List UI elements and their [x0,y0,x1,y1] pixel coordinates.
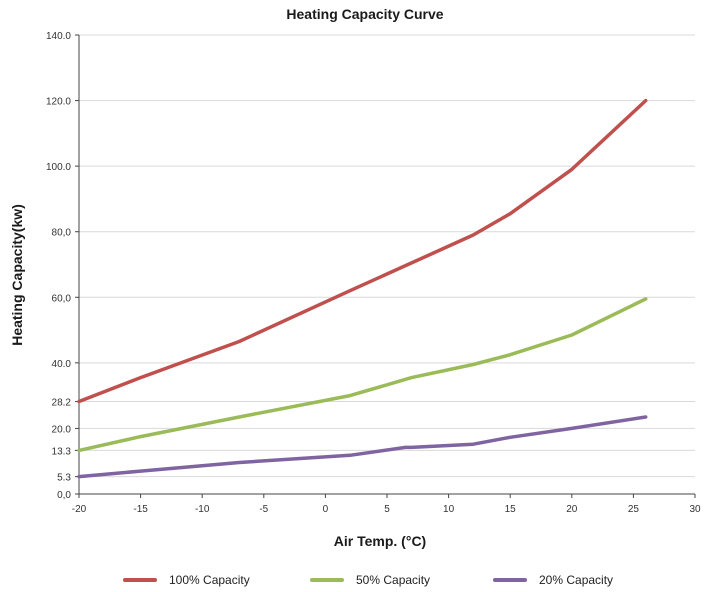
x-tick-labels: -20 -15 -10 -5 0 5 10 15 20 25 30 [72,504,701,515]
x-tick-label: 25 [628,504,640,515]
y-tick-label: 100.0 [46,162,71,173]
x-tick-label: 15 [505,504,517,515]
x-axis-label: Air Temp. (°C) [334,533,426,549]
y-tick-label: 0,0 [57,490,71,501]
series-line-50-capacity [77,297,648,453]
x-tick-label: 5 [384,504,390,515]
y-tick-label: 20.0 [52,424,72,435]
legend-label: 100% Capacity [169,573,250,587]
gridlines [79,34,695,478]
x-tick-label: 10 [443,504,455,515]
y-axis-label: Heating Capacity(kw) [9,204,25,346]
x-tick-label: -15 [133,504,148,515]
x-tick-label: -10 [195,504,210,515]
y-tick-label: 140.0 [46,31,71,42]
x-tick-label: -20 [72,504,87,515]
y-tick-label: 40.0 [52,359,72,370]
x-tick-label: 30 [689,504,701,515]
legend-label: 20% Capacity [539,573,613,587]
x-tick-label: 0 [323,504,329,515]
legend-label: 50% Capacity [356,573,430,587]
y-tick-label: 80,0 [52,228,72,239]
y-tick-label: 120.0 [46,97,71,108]
axes [75,34,696,498]
y-tick-label: 28.2 [52,398,72,409]
y-tick-label: 13.3 [52,446,72,457]
y-tick-label: 5.3 [57,473,71,484]
y-tick-labels: 0,0 5.3 13.3 20.0 28.2 40.0 60,0 80,0 100.0 120.0… [46,31,71,501]
x-tick-label: -5 [259,504,268,515]
chart-title: Heating Capacity Curve [286,6,443,22]
x-tick-label: 20 [566,504,578,515]
series-lines [77,98,648,479]
legend: 100% Capacity 50% Capacity 20% Capacity [123,573,613,587]
series-line-100-capacity [77,98,648,404]
y-tick-label: 60,0 [52,293,72,304]
series-line-20-capacity [77,415,648,479]
